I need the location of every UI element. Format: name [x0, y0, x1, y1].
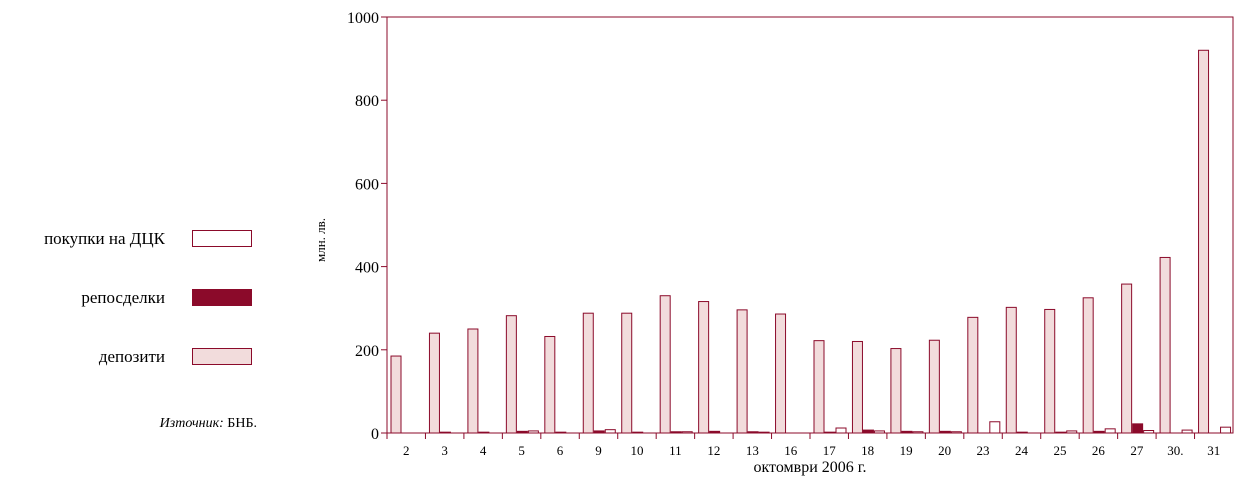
y-tick-label: 800: [355, 93, 379, 110]
x-tick-label: 2: [403, 443, 410, 458]
legend-item-deposits: депозити: [0, 346, 255, 368]
x-tick-label: 9: [595, 443, 602, 458]
deposits-bar: [390, 355, 402, 434]
x-tick-label: 27: [1130, 443, 1144, 458]
purchases-bar: [835, 427, 847, 434]
y-tick-label: 400: [355, 260, 379, 277]
x-tick-label: 11: [669, 443, 682, 458]
deposits-bar: [621, 312, 633, 434]
x-tick-label: 6: [557, 443, 564, 458]
x-tick-label: 31: [1207, 443, 1220, 458]
deposits-bar: [1121, 283, 1133, 434]
y-tick-label: 600: [355, 176, 379, 193]
source-prefix: Източник:: [159, 416, 224, 431]
x-axis-ticks: 2 3 4 5 6 9 10 11 12 13 16 17 18 19 20 23 24 25 26 27 30. 31: [386, 433, 1220, 458]
purchases-bar: [989, 421, 1001, 434]
y-axis-title: млн. лв.: [313, 218, 328, 262]
legend-label-repo: репосделки: [81, 288, 165, 307]
x-tick-label: 5: [518, 443, 525, 458]
x-tick-label: 16: [784, 443, 798, 458]
x-tick-label: 13: [746, 443, 759, 458]
deposits-bar: [967, 316, 979, 434]
deposits-bar: [736, 309, 748, 434]
x-tick-label: 3: [441, 443, 448, 458]
deposits-bar: [851, 340, 863, 434]
deposits-bar: [505, 315, 517, 434]
deposits-bar: [1082, 297, 1094, 434]
deposits-bar: [1005, 306, 1017, 434]
deposits-bar: [467, 328, 479, 434]
deposits-bar: [544, 335, 556, 434]
deposits-bar: [698, 301, 710, 434]
x-tick-label: 24: [1015, 443, 1029, 458]
x-tick-label: 17: [823, 443, 837, 458]
source-text: БНБ.: [227, 416, 257, 431]
deposits-bar: [813, 340, 825, 434]
legend-item-repo: репосделки: [0, 287, 255, 309]
legend-label-purchases: покупки на ДЦК: [44, 229, 165, 248]
deposits-bar: [428, 332, 440, 434]
y-tick-label: 1000: [347, 10, 379, 27]
deposits-bar: [582, 312, 594, 434]
x-tick-label: 19: [900, 443, 913, 458]
legend-swatch-deposits: [192, 348, 252, 365]
x-tick-label: 4: [480, 443, 487, 458]
x-tick-label: 25: [1053, 443, 1066, 458]
x-tick-label: 30.: [1167, 443, 1183, 458]
legend-swatch-repo: [192, 289, 252, 306]
deposits-bar: [890, 348, 902, 434]
repo-bar: [1132, 423, 1144, 434]
deposits-bar: [1198, 49, 1210, 434]
y-tick-label: 200: [355, 343, 379, 360]
legend-item-purchases: покупки на ДЦК: [0, 228, 255, 250]
x-axis-title: октомври 2006 г.: [753, 459, 866, 476]
source-note: Източник: БНБ.: [160, 416, 257, 432]
x-tick-label: 12: [707, 443, 720, 458]
x-tick-label: 23: [977, 443, 990, 458]
bars-group: [390, 49, 1232, 434]
legend-label-deposits: депозити: [98, 347, 165, 366]
x-tick-label: 18: [861, 443, 874, 458]
y-axis-ticks: 0 200 400 600 800 1000: [347, 10, 387, 443]
x-tick-label: 20: [938, 443, 951, 458]
legend-swatch-purchases: [192, 230, 252, 247]
deposits-bar: [659, 295, 671, 434]
deposits-bar: [928, 339, 940, 434]
x-tick-label: 26: [1092, 443, 1106, 458]
deposits-bar: [775, 313, 787, 434]
purchases-bar: [1220, 426, 1232, 434]
x-tick-label: 10: [630, 443, 643, 458]
purchases-bar: [1104, 428, 1116, 434]
y-tick-label: 0: [371, 426, 379, 443]
deposits-bar: [1044, 308, 1056, 434]
deposits-bar: [1159, 256, 1171, 434]
